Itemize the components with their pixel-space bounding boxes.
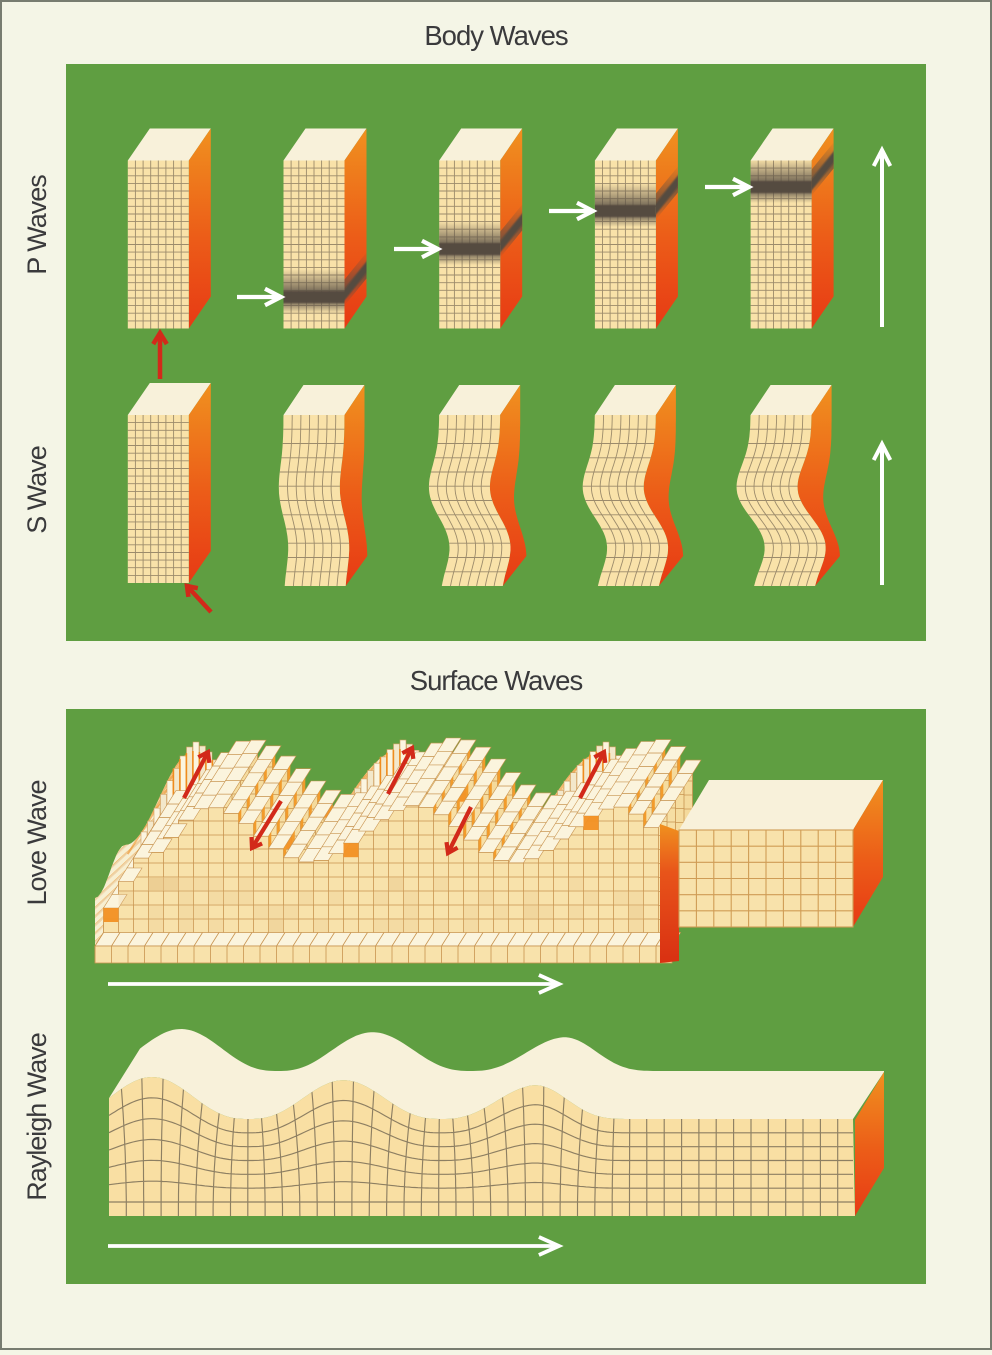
svg-text:S Wave: S Wave	[22, 446, 52, 534]
svg-text:Rayleigh Wave: Rayleigh Wave	[22, 1033, 52, 1201]
svg-text:Love Wave: Love Wave	[22, 780, 52, 905]
svg-text:Body Waves: Body Waves	[424, 20, 568, 51]
svg-text:P Waves: P Waves	[22, 175, 52, 275]
svg-text:Surface Waves: Surface Waves	[410, 665, 583, 696]
